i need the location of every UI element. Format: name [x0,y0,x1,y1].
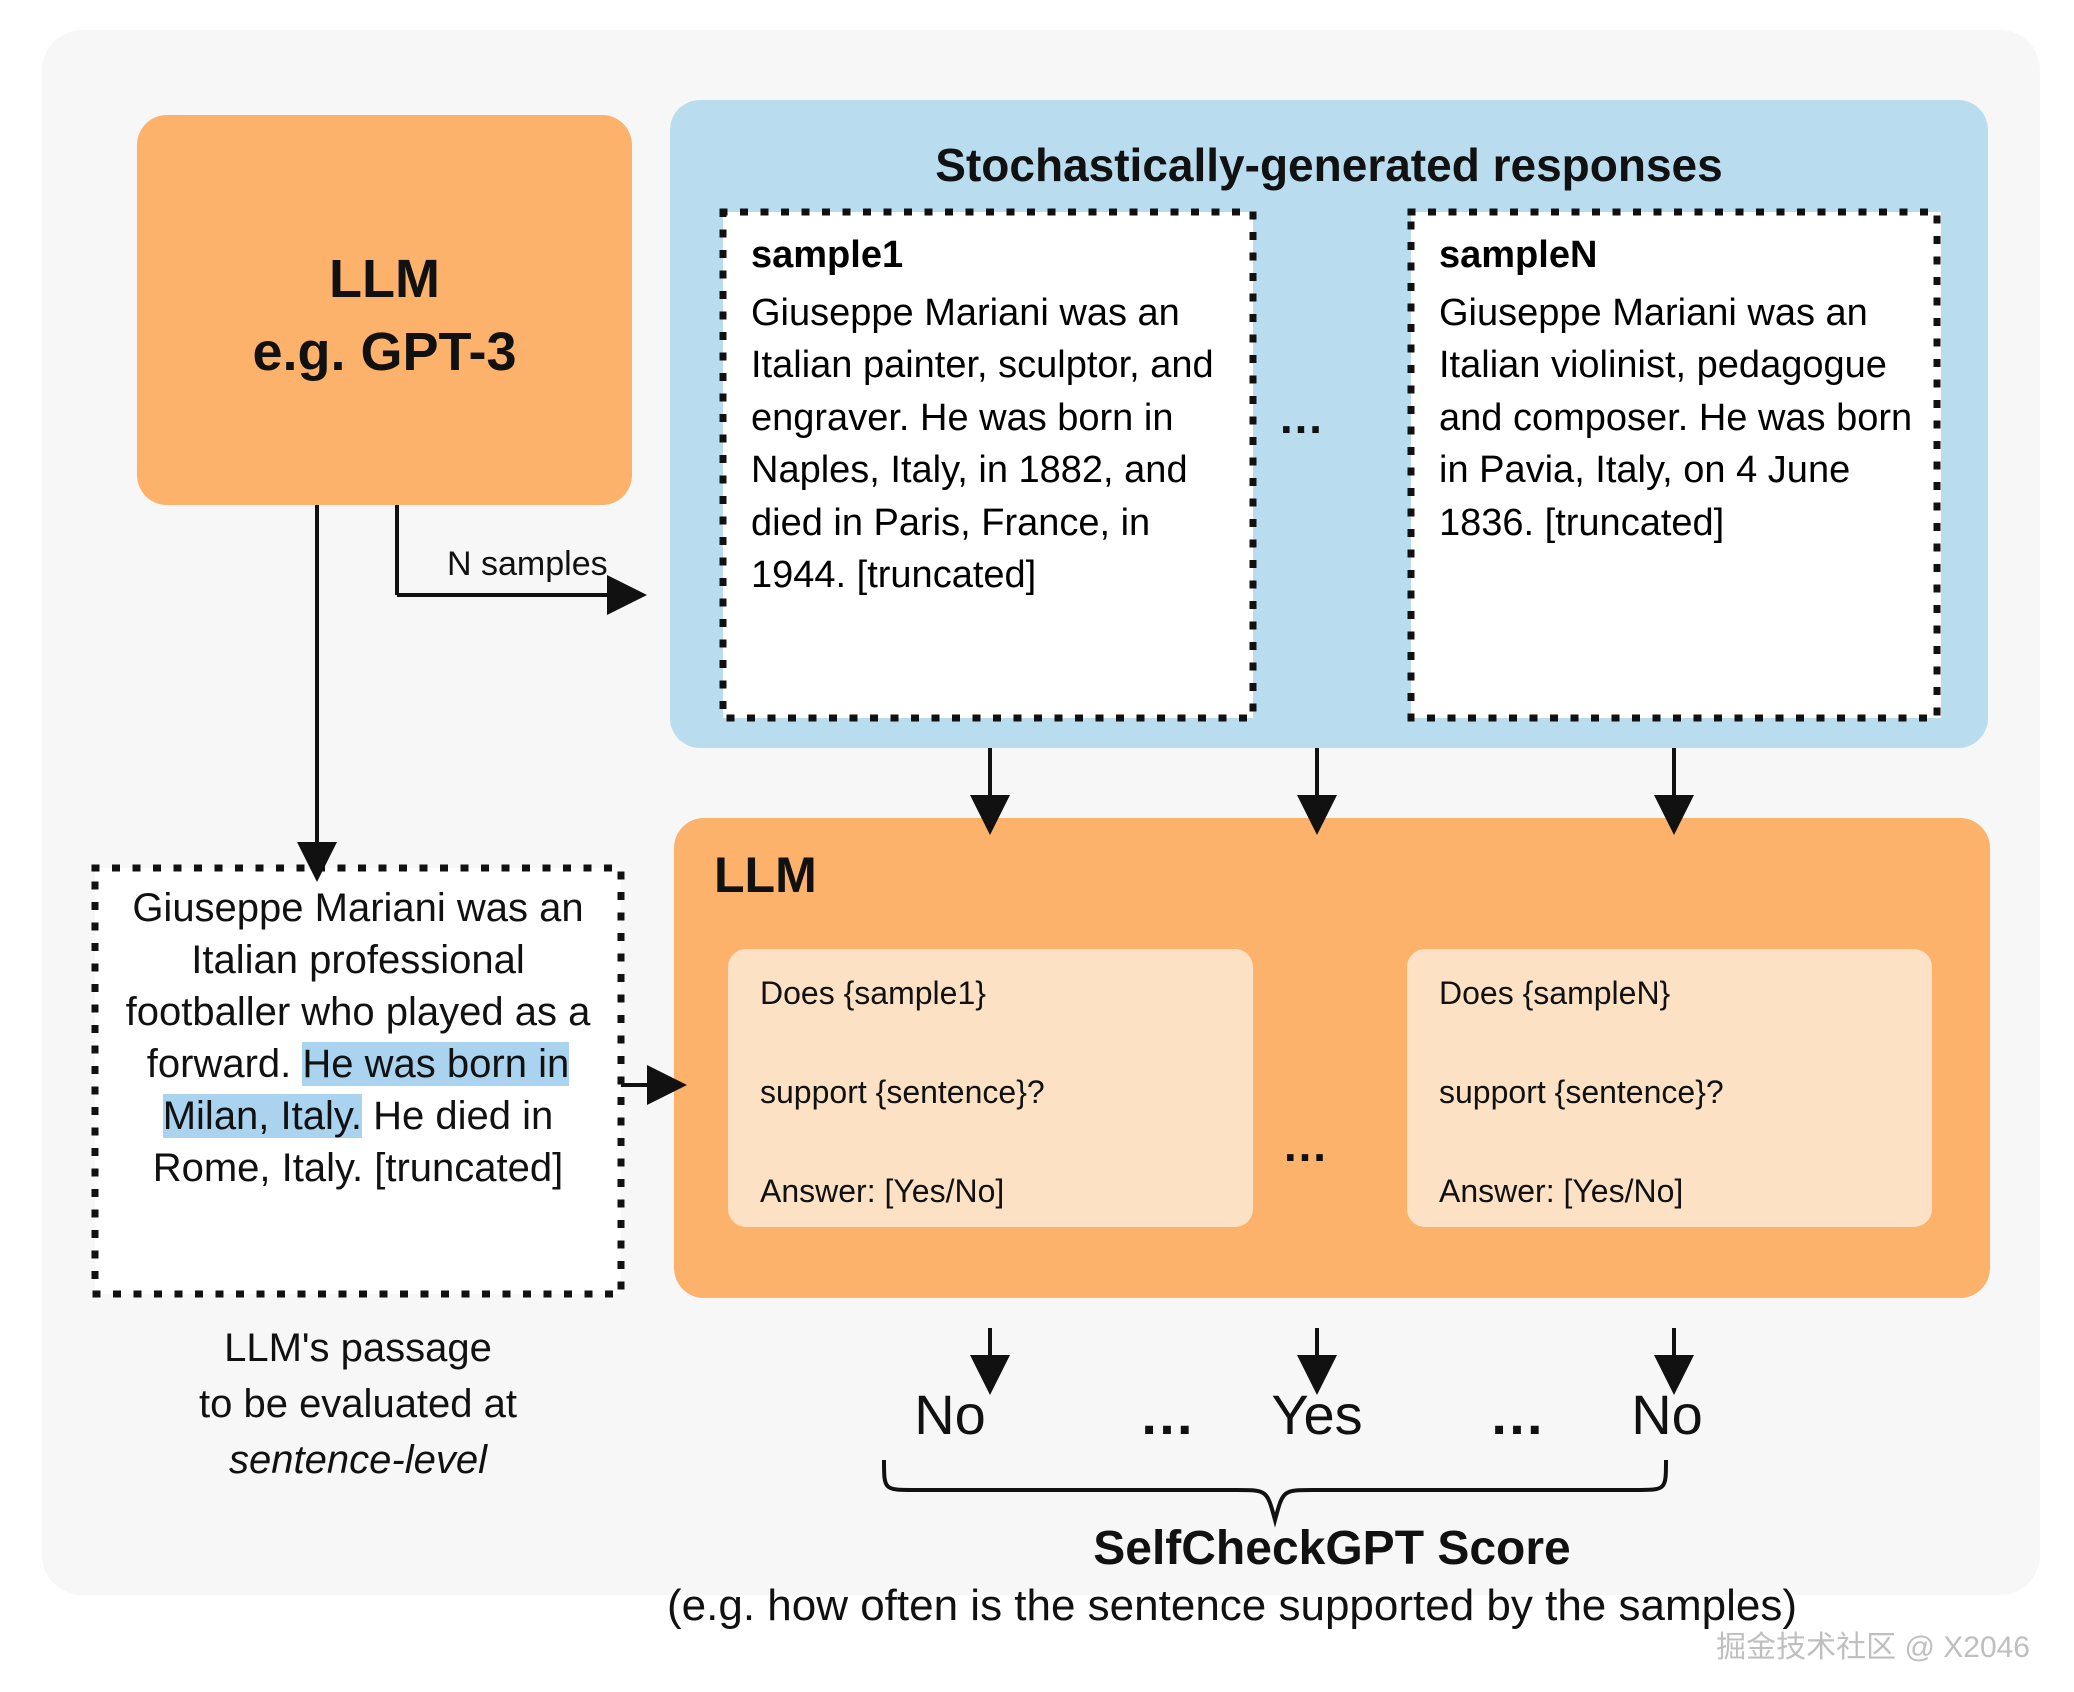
svg-text:N samples: N samples [447,545,608,583]
